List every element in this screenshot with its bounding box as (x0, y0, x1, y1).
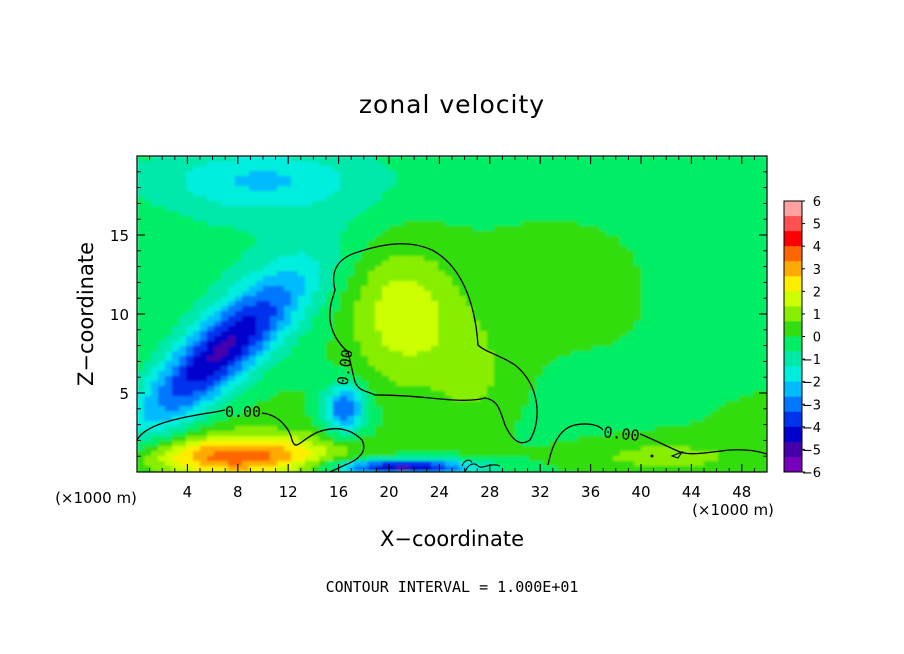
colorbar-label: 4 (813, 240, 821, 255)
colorbar-label: −2 (802, 376, 821, 391)
colorbar-swatch (784, 336, 802, 352)
contour-label-core: 0.00 (334, 348, 357, 386)
colorbar-swatch (784, 291, 802, 307)
colorbar-swatch (784, 366, 802, 382)
colorbar-label: 0 (813, 331, 821, 346)
colorbar-label: 5 (813, 218, 821, 233)
x-unit-right: (×1000 m) (692, 501, 774, 519)
colorbar-label: −4 (802, 421, 821, 436)
x-unit-left: (×1000 m) (55, 489, 137, 507)
x-tick-label: 8 (233, 483, 243, 501)
zero-contour-core (329, 243, 538, 444)
x-tick-label: 28 (480, 483, 499, 501)
x-tick-label: 40 (631, 483, 650, 501)
colorbar-swatch (784, 246, 802, 262)
zero-contours (137, 243, 767, 472)
colorbar-swatch (784, 321, 802, 337)
contour-interval-note: CONTOUR INTERVAL = 1.000E+01 (326, 578, 579, 596)
colorbar-label: 6 (813, 195, 821, 210)
x-tick-label: 24 (430, 483, 449, 501)
colorbar-swatch (784, 276, 802, 292)
colorbar-swatch (784, 201, 802, 217)
colorbar-swatch (784, 261, 802, 277)
colorbar-swatch (784, 411, 802, 428)
zero-contour-surface (461, 459, 501, 472)
x-tick-label: 20 (379, 483, 398, 501)
x-tick-label: 32 (531, 483, 550, 501)
x-axis-ticks: 4 8 12 16 20 24 28 32 36 40 44 48 (149, 156, 755, 501)
x-tick-label: 36 (581, 483, 600, 501)
zero-contour-left (137, 409, 365, 472)
colorbar-swatch (784, 426, 802, 443)
x-tick-label: 44 (682, 483, 701, 501)
contour-label-left: 0.00 (225, 403, 261, 421)
y-axis-ticks: 5 10 15 (110, 171, 767, 457)
colorbar-label: −1 (802, 353, 821, 368)
zero-contour-right (547, 423, 767, 466)
colorbar-swatch (784, 306, 802, 322)
colorbar-swatch (784, 381, 802, 398)
colorbar-label: 1 (813, 308, 821, 323)
colorbar-label: −5 (802, 443, 821, 458)
colorbar-swatch (784, 441, 802, 458)
y-tick-label: 10 (110, 306, 129, 324)
x-tick-label: 12 (279, 483, 298, 501)
velocity-field (137, 156, 767, 472)
colorbar-label: −3 (802, 398, 821, 413)
colorbar-label: 2 (813, 285, 821, 300)
colorbar-swatch (784, 216, 802, 232)
colorbar-swatch (784, 396, 802, 413)
chart-title: zonal velocity (359, 90, 545, 119)
colorbar-swatch (784, 456, 802, 473)
y-tick-label: 15 (110, 227, 129, 245)
x-axis-label: X−coordinate (380, 527, 524, 551)
x-tick-label: 16 (329, 483, 348, 501)
colorbar-swatch (784, 351, 802, 367)
colorbar: 6 5 4 3 2 1 0 −1 −2 −3 −4 −5 −6 (783, 195, 821, 481)
y-tick-label: 5 (119, 385, 129, 403)
colorbar-label: 3 (813, 263, 821, 278)
y-axis-label: Z−coordinate (74, 242, 98, 386)
contour-label-right: 0.00 (603, 423, 641, 445)
colorbar-label: −6 (802, 466, 821, 481)
colorbar-swatch (784, 231, 802, 247)
x-tick-label: 4 (183, 483, 193, 501)
x-tick-label: 48 (732, 483, 751, 501)
